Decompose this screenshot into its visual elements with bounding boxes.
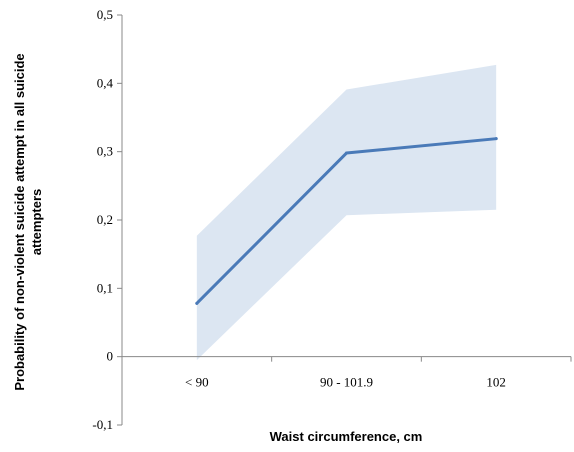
y-tick-label: 0,1 bbox=[97, 280, 113, 295]
y-tick-label: 0,2 bbox=[97, 212, 113, 227]
y-axis-title-line-1: Probability of non-violent suicide attem… bbox=[12, 53, 27, 390]
confidence-band bbox=[196, 64, 497, 361]
x-axis-title: Waist circumference, cm bbox=[270, 429, 423, 444]
y-tick-label: 0 bbox=[107, 349, 114, 364]
y-axis-title-line-2: attempters bbox=[29, 189, 44, 255]
data-point bbox=[494, 137, 498, 141]
y-tick-label: 0,3 bbox=[97, 144, 113, 159]
y-tick-label: 0,5 bbox=[97, 7, 113, 22]
y-tick-label: 0,4 bbox=[97, 75, 114, 90]
x-tick-label: 102 bbox=[486, 375, 506, 390]
data-point bbox=[195, 301, 199, 305]
x-tick-label: 90 - 101.9 bbox=[320, 375, 373, 390]
x-tick-label: < 90 bbox=[185, 375, 209, 390]
data-point bbox=[345, 151, 348, 155]
y-tick-label: -0,1 bbox=[92, 417, 113, 432]
